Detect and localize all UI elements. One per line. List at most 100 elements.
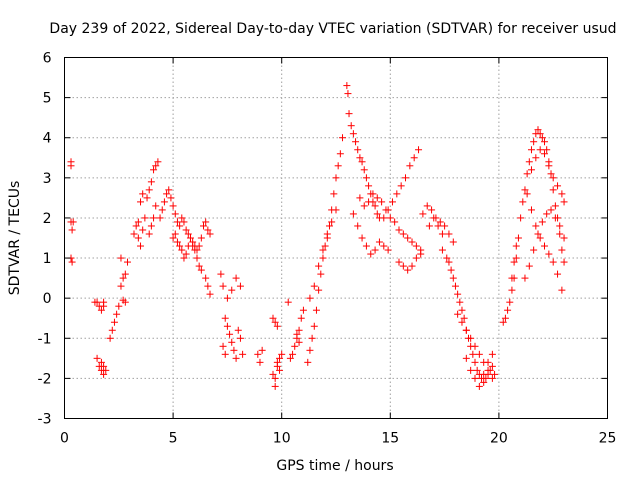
data-point: [454, 290, 462, 298]
data-point: [556, 230, 564, 238]
data-point: [467, 334, 475, 342]
data-point: [547, 206, 555, 214]
data-point: [480, 370, 488, 378]
data-point: [156, 214, 164, 222]
data-point: [397, 182, 405, 190]
data-point: [373, 210, 381, 218]
data-point: [525, 158, 533, 166]
data-point: [182, 250, 190, 258]
data-point: [560, 258, 568, 266]
data-point: [93, 298, 101, 306]
y-tick-label: -3: [38, 412, 52, 428]
data-point: [517, 214, 525, 222]
data-point: [67, 162, 75, 170]
data-point: [121, 270, 129, 278]
data-point: [527, 206, 535, 214]
data-point: [462, 326, 470, 334]
data-point: [132, 222, 140, 230]
data-point: [223, 322, 231, 330]
data-point: [347, 122, 355, 130]
data-point: [158, 206, 166, 214]
data-point: [141, 214, 149, 222]
data-point: [321, 242, 329, 250]
data-point: [291, 342, 299, 350]
data-point: [228, 286, 236, 294]
data-point: [541, 242, 549, 250]
data-point: [276, 366, 284, 374]
data-point: [100, 362, 108, 370]
data-point: [150, 214, 158, 222]
data-point: [408, 238, 416, 246]
data-point: [512, 242, 520, 250]
data-point: [512, 254, 520, 262]
data-point: [219, 282, 227, 290]
data-point: [538, 134, 546, 142]
data-point: [536, 130, 544, 138]
data-point: [217, 270, 225, 278]
data-point: [556, 222, 564, 230]
data-point: [458, 318, 466, 326]
data-point: [202, 218, 210, 226]
data-point: [173, 218, 181, 226]
data-point: [449, 238, 457, 246]
data-point: [488, 362, 496, 370]
data-point: [362, 242, 370, 250]
data-point: [508, 286, 516, 294]
data-point: [180, 218, 188, 226]
data-point: [130, 230, 138, 238]
data-point: [388, 198, 396, 206]
data-point: [560, 198, 568, 206]
x-tick-label: 25: [599, 431, 617, 447]
data-point: [108, 326, 116, 334]
data-point: [206, 290, 214, 298]
data-point: [360, 202, 368, 210]
data-point: [373, 194, 381, 202]
data-point: [315, 286, 323, 294]
data-point: [402, 174, 410, 182]
data-point: [386, 214, 394, 222]
data-point: [286, 354, 294, 362]
data-point: [551, 214, 559, 222]
data-point: [100, 370, 108, 378]
axis-ticks: 0 5 10 15 20 25 -3 -2 -1 0 1 2 3 4 5 6: [38, 51, 617, 447]
data-point: [171, 230, 179, 238]
data-point: [254, 350, 262, 358]
data-point: [380, 214, 388, 222]
data-point: [395, 226, 403, 234]
data-point: [197, 266, 205, 274]
data-point: [530, 138, 538, 146]
data-point: [393, 190, 401, 198]
data-point: [123, 258, 131, 266]
data-point: [560, 234, 568, 242]
data-point: [408, 262, 416, 270]
data-point: [545, 162, 553, 170]
data-point: [137, 198, 145, 206]
data-point: [395, 258, 403, 266]
data-point: [271, 382, 279, 390]
data-point: [117, 254, 125, 262]
data-point: [356, 154, 364, 162]
data-point: [289, 350, 297, 358]
data-point: [173, 238, 181, 246]
data-point: [276, 354, 284, 362]
data-point: [145, 230, 153, 238]
data-point: [143, 194, 151, 202]
data-point: [534, 126, 542, 134]
data-point: [358, 234, 366, 242]
data-point: [488, 374, 496, 382]
data-point: [234, 326, 242, 334]
data-point: [160, 198, 168, 206]
data-point: [399, 262, 407, 270]
data-point: [134, 218, 142, 226]
data-point: [186, 234, 194, 242]
data-point: [273, 322, 281, 330]
data-point: [473, 366, 481, 374]
y-tick-label: 0: [43, 291, 52, 307]
data-point: [306, 346, 314, 354]
data-point: [221, 314, 229, 322]
y-tick-label: -1: [38, 331, 52, 347]
data-point: [165, 186, 173, 194]
data-point: [371, 246, 379, 254]
data-point: [410, 154, 418, 162]
